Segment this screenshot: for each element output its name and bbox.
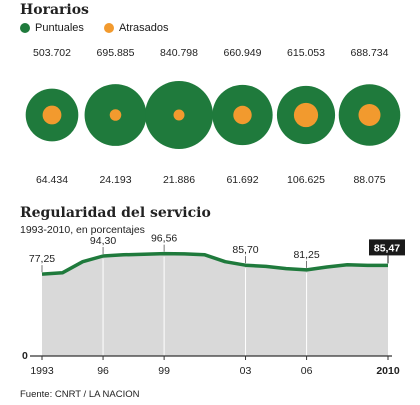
label-puntuales: 503.702: [33, 47, 71, 59]
bubble-atrasados: [293, 102, 319, 128]
legend-swatch-atrasados: [103, 23, 114, 33]
source-note: Fuente: CNRT / LA NACION: [20, 389, 140, 400]
x-tick-label: 06: [301, 365, 313, 377]
label-puntuales: 695.885: [97, 47, 135, 59]
bubble-atrasados: [109, 109, 122, 121]
horarios-legend: Puntuales Atrasados: [20, 22, 182, 34]
label-atrasados: 106.625: [287, 174, 325, 186]
data-label: 85,70: [232, 244, 258, 256]
bubble-atrasados: [233, 105, 252, 125]
legend-item-puntuales: Puntuales: [20, 22, 84, 34]
label-puntuales: 660.949: [224, 47, 262, 59]
label-atrasados: 61.692: [226, 174, 258, 186]
x-tick-label: 99: [158, 365, 170, 377]
label-atrasados: 88.075: [353, 174, 385, 186]
regularidad-subtitle: 1993-2010, en porcentajes: [20, 224, 145, 236]
label-atrasados: 21.886: [163, 174, 195, 186]
label-puntuales: 688.734: [351, 47, 389, 59]
data-label-highlight: 85,47: [374, 242, 400, 254]
bubble-atrasados: [42, 105, 62, 125]
label-puntuales: 840.798: [160, 47, 198, 59]
x-tick-label: 2010: [376, 365, 400, 377]
x-tick-label: 1993: [30, 365, 54, 377]
x-tick-label: 03: [240, 365, 252, 377]
data-label: 94,30: [90, 235, 116, 247]
label-atrasados: 64.434: [36, 174, 68, 186]
label-puntuales: 615.053: [287, 47, 325, 59]
legend-swatch-puntuales: [20, 23, 30, 33]
legend-item-atrasados: Atrasados: [103, 22, 169, 34]
highlight-box: [369, 239, 405, 256]
bubble-atrasados: [358, 104, 381, 126]
bubble-atrasados: [173, 109, 185, 121]
regularidad-title: Regularidad del servicio: [20, 205, 211, 221]
x-tick-label: 96: [97, 365, 109, 377]
data-label: 81,25: [293, 249, 319, 261]
legend-label-atrasados: Atrasados: [118, 22, 169, 34]
data-label: 96,56: [151, 233, 177, 245]
y-tick-label: 0: [22, 350, 28, 362]
horarios-title: Horarios: [20, 2, 89, 18]
data-label: 77,25: [29, 253, 55, 265]
label-atrasados: 24.193: [99, 174, 131, 186]
area-fill: [42, 253, 388, 356]
series-line: [41, 251, 388, 276]
legend-label-puntuales: Puntuales: [35, 22, 84, 34]
